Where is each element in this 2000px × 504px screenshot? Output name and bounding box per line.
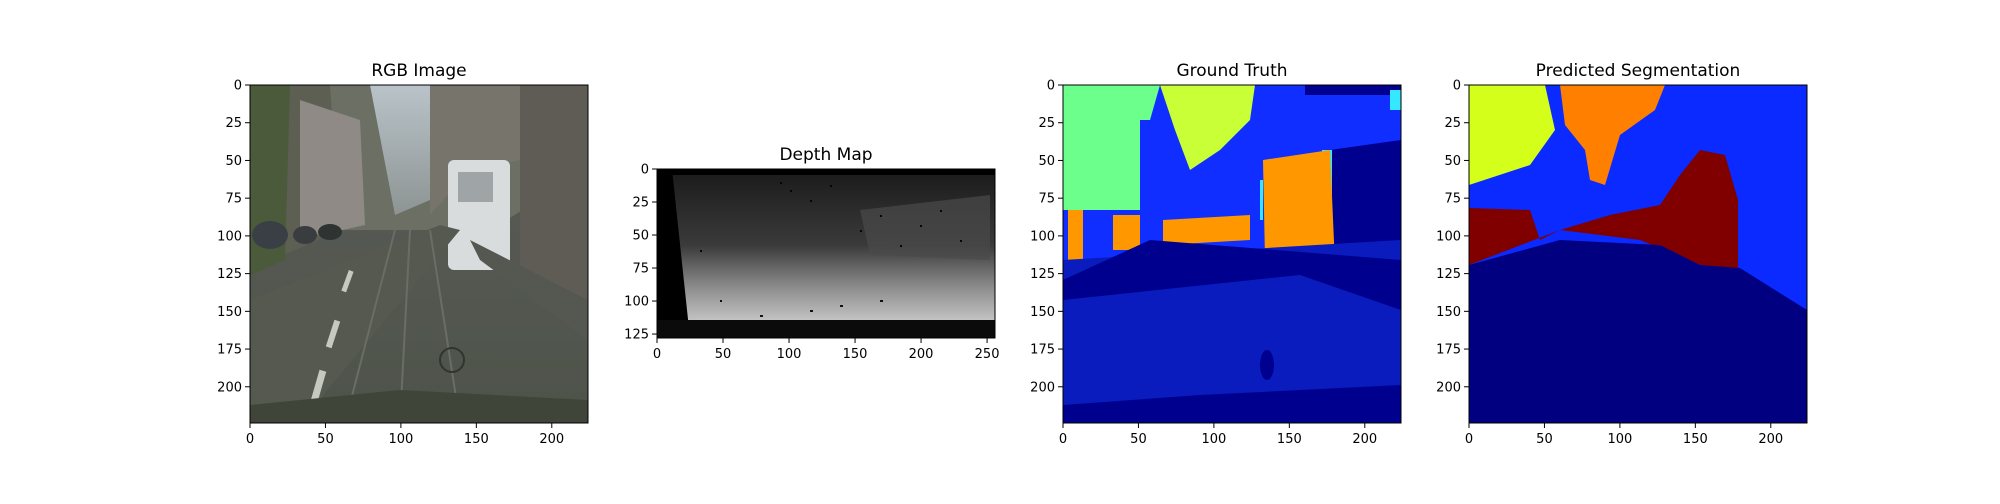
rgb-image: [250, 85, 588, 423]
panel-depth: Depth Map 0 50 100 150 200 250 0 25 50 75 100 125: [624, 145, 999, 362]
plot-frame-pred: [1468, 84, 1808, 424]
x-tick-label: 50: [317, 432, 334, 447]
y-tick-label: 25: [225, 116, 242, 131]
y-tick-label: 125: [1436, 267, 1461, 282]
x-tick-label: 0: [1059, 432, 1067, 447]
x-tick-label: 100: [388, 432, 413, 447]
y-tick-label: 200: [217, 380, 242, 395]
y-tick-label: 100: [217, 229, 242, 244]
y-tick-label: 0: [1453, 79, 1461, 94]
y-tick-label: 75: [632, 262, 649, 277]
y-tick-label: 125: [624, 328, 649, 343]
y-tick-label: 175: [217, 343, 242, 358]
y-tick-label: 75: [225, 192, 242, 207]
x-tick-label: 100: [777, 347, 802, 362]
plot-frame-depth: [656, 168, 996, 339]
axes-depth: 0 50 100 150 200 250 0 25 50 75 100 125: [624, 163, 999, 363]
x-tick-label: 0: [653, 347, 661, 362]
x-tick-label: 150: [1683, 432, 1708, 447]
x-tick-label: 250: [975, 347, 1000, 362]
axes-rgb: 0 50 100 150 200 0 25 50 75 100 125 150 175 200: [217, 79, 564, 448]
x-tick-label: 0: [246, 432, 254, 447]
panel-gt: Ground Truth 0 50 100 150 200 0 25 50 75 100 125 15…: [1030, 61, 1402, 448]
x-tick-label: 150: [464, 432, 489, 447]
y-tick-label: 50: [225, 154, 242, 169]
x-tick-label: 200: [909, 347, 934, 362]
y-tick-label: 175: [1436, 343, 1461, 358]
y-tick-label: 50: [1444, 154, 1461, 169]
x-tick-label: 50: [1130, 432, 1147, 447]
y-tick-label: 150: [217, 305, 242, 320]
panel-title-gt: Ground Truth: [1176, 61, 1287, 81]
y-tick-label: 50: [632, 229, 649, 244]
y-tick-label: 0: [1047, 79, 1055, 94]
y-tick-label: 0: [234, 79, 242, 94]
y-tick-label: 25: [1038, 116, 1055, 131]
x-tick-label: 200: [1352, 432, 1377, 447]
x-tick-label: 200: [1758, 432, 1783, 447]
x-tick-label: 0: [1465, 432, 1473, 447]
x-tick-label: 100: [1607, 432, 1632, 447]
predicted-segmentation-image: [1469, 85, 1807, 423]
x-tick-label: 50: [715, 347, 732, 362]
panel-title-pred: Predicted Segmentation: [1536, 61, 1741, 81]
y-tick-label: 100: [1030, 229, 1055, 244]
panel-pred: Predicted Segmentation 0 50 100 150 200 0 25 50…: [1436, 61, 1808, 448]
y-tick-label: 200: [1436, 380, 1461, 395]
x-tick-label: 100: [1201, 432, 1226, 447]
y-tick-label: 200: [1030, 380, 1055, 395]
y-tick-label: 75: [1038, 192, 1055, 207]
axes-gt: 0 50 100 150 200 0 25 50 75 100 125 150 175 200: [1030, 79, 1377, 448]
y-tick-label: 75: [1444, 192, 1461, 207]
x-tick-label: 200: [539, 432, 564, 447]
y-tick-label: 25: [632, 196, 649, 211]
plot-frame-rgb: [249, 84, 589, 424]
y-tick-label: 0: [641, 163, 649, 178]
y-tick-label: 100: [624, 295, 649, 310]
x-tick-label: 150: [1277, 432, 1302, 447]
panel-rgb: RGB Image 0 50 100 150 2: [217, 61, 589, 448]
y-tick-label: 25: [1444, 116, 1461, 131]
y-tick-label: 150: [1436, 305, 1461, 320]
y-tick-label: 175: [1030, 343, 1055, 358]
y-tick-label: 125: [217, 267, 242, 282]
plot-frame-gt: [1062, 84, 1402, 424]
axes-pred: 0 50 100 150 200 0 25 50 75 100 125 150 175 200: [1436, 79, 1783, 448]
depth-image: [657, 169, 995, 338]
y-tick-label: 50: [1038, 154, 1055, 169]
x-tick-label: 50: [1536, 432, 1553, 447]
y-tick-label: 125: [1030, 267, 1055, 282]
y-tick-label: 150: [1030, 305, 1055, 320]
panel-title-rgb: RGB Image: [371, 61, 466, 81]
panel-title-depth: Depth Map: [779, 145, 872, 165]
x-tick-label: 150: [843, 347, 868, 362]
y-tick-label: 100: [1436, 229, 1461, 244]
ground-truth-image: [1063, 85, 1401, 423]
